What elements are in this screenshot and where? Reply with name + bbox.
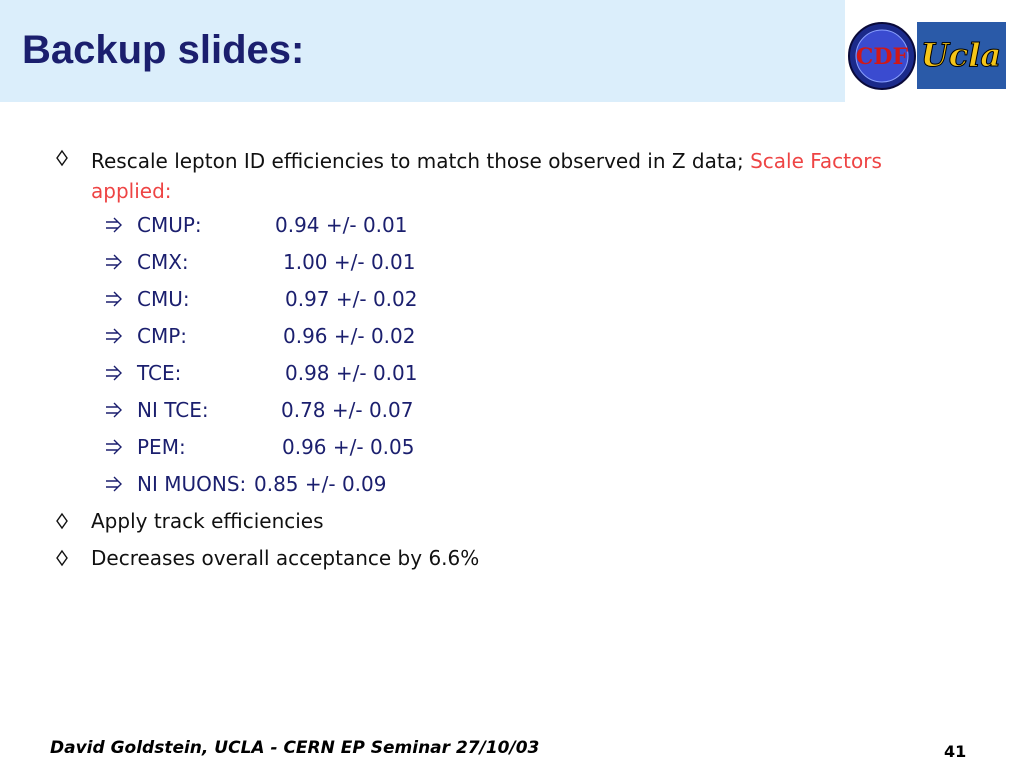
page-number: 41 (944, 742, 967, 761)
bullet-arrow (106, 439, 122, 455)
item-value: 0.96 +/- 0.02 (283, 324, 416, 348)
item-value: 0.85 +/- 0.09 (254, 472, 387, 496)
bullet-diamond (56, 149, 68, 167)
header-band (0, 0, 845, 102)
bullet-arrow (106, 402, 122, 418)
footer-text: David Goldstein, UCLA - CERN EP Seminar … (50, 738, 540, 758)
bullet-text: Rescale lepton ID efficiencies to match … (91, 146, 906, 206)
ucla-logo: Ucla (917, 22, 1006, 89)
item-value: 0.97 +/- 0.02 (285, 287, 418, 311)
item-value: 1.00 +/- 0.01 (283, 250, 416, 274)
item-label: CMX: (137, 250, 189, 274)
item-value: 0.98 +/- 0.01 (285, 361, 418, 385)
item-label: TCE: (137, 361, 182, 385)
highlight-text: Scale Factors applied: (91, 149, 882, 203)
bullet-text: Rescale lepton ID efficiencies to match … (91, 149, 751, 173)
item-value: 0.78 +/- 0.07 (281, 398, 414, 422)
item-label: NI MUONS: (137, 472, 247, 496)
bullet-text: Decreases overall acceptance by 6.6% (91, 546, 480, 570)
bullet-text: Apply track efficiencies (91, 509, 324, 533)
cdf-logo-text: CDF (856, 44, 909, 70)
item-label: PEM: (137, 435, 186, 459)
bullet-arrow (106, 254, 122, 270)
bullet-arrow (106, 217, 122, 233)
item-label: NI TCE: (137, 398, 209, 422)
item-label: CMUP: (137, 213, 202, 237)
bullet-diamond (56, 549, 68, 567)
bullet-diamond (56, 512, 68, 530)
ucla-logo-text: Ucla (921, 36, 1001, 74)
bullet-arrow (106, 365, 122, 381)
bullet-arrow (106, 328, 122, 344)
item-label: CMU: (137, 287, 190, 311)
item-value: 0.96 +/- 0.05 (282, 435, 415, 459)
bullet-arrow (106, 476, 122, 492)
item-label: CMP: (137, 324, 188, 348)
bullet-arrow (106, 291, 122, 307)
cdf-logo: CDF (848, 22, 916, 90)
title: Backup slides: (22, 28, 305, 72)
item-value: 0.94 +/- 0.01 (275, 213, 408, 237)
